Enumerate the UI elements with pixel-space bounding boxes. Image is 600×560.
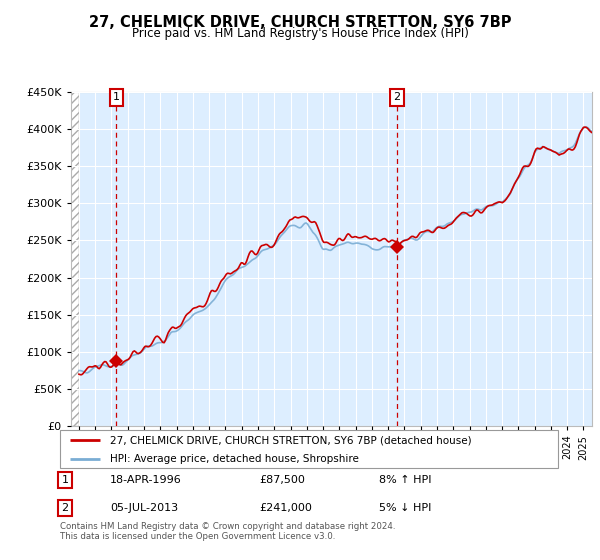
Text: 2: 2 [394, 92, 401, 102]
Text: 5% ↓ HPI: 5% ↓ HPI [379, 503, 431, 514]
Text: £241,000: £241,000 [259, 503, 312, 514]
Text: Contains HM Land Registry data © Crown copyright and database right 2024.
This d: Contains HM Land Registry data © Crown c… [60, 522, 395, 542]
Bar [71, 92, 79, 426]
Text: HPI: Average price, detached house, Shropshire: HPI: Average price, detached house, Shro… [110, 454, 359, 464]
Text: 1: 1 [113, 92, 120, 102]
Text: 05-JUL-2013: 05-JUL-2013 [110, 503, 178, 514]
Text: 1: 1 [61, 475, 68, 485]
Text: Price paid vs. HM Land Registry's House Price Index (HPI): Price paid vs. HM Land Registry's House … [131, 27, 469, 40]
Text: 8% ↑ HPI: 8% ↑ HPI [379, 475, 431, 485]
Bar [71, 92, 79, 426]
Text: 27, CHELMICK DRIVE, CHURCH STRETTON, SY6 7BP: 27, CHELMICK DRIVE, CHURCH STRETTON, SY6… [89, 15, 511, 30]
Text: £87,500: £87,500 [259, 475, 305, 485]
Text: 27, CHELMICK DRIVE, CHURCH STRETTON, SY6 7BP (detached house): 27, CHELMICK DRIVE, CHURCH STRETTON, SY6… [110, 435, 472, 445]
Text: 2: 2 [61, 503, 68, 514]
Text: 18-APR-1996: 18-APR-1996 [110, 475, 182, 485]
